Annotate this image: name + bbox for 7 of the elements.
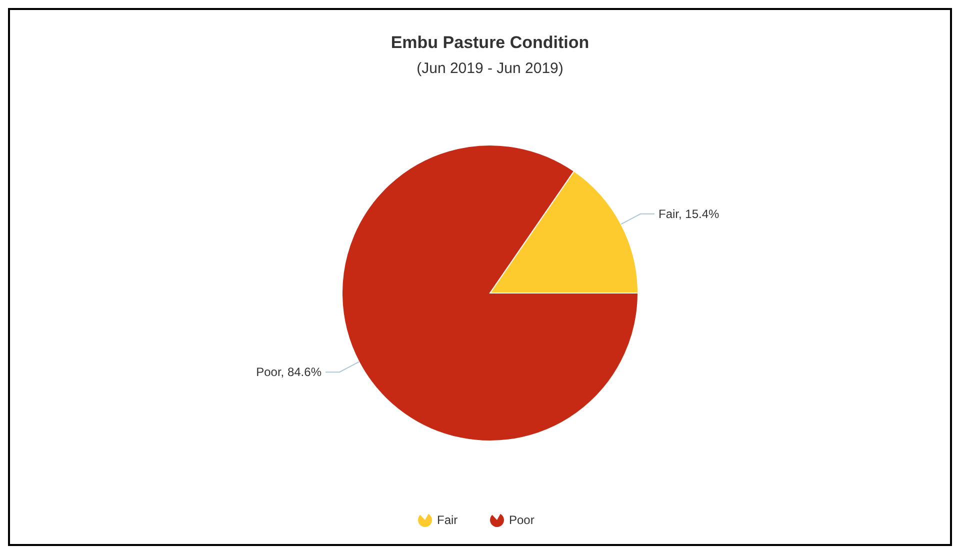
- chart-subtitle: (Jun 2019 - Jun 2019): [416, 60, 564, 77]
- legend-label: Fair: [437, 513, 458, 527]
- legend-label: Poor: [509, 513, 534, 527]
- chart-title: Embu Pasture Condition: [390, 33, 590, 52]
- data-label: Poor, 84.6%: [256, 365, 322, 380]
- data-label: Fair, 15.4%: [658, 206, 720, 221]
- pie-slice: [342, 144, 638, 442]
